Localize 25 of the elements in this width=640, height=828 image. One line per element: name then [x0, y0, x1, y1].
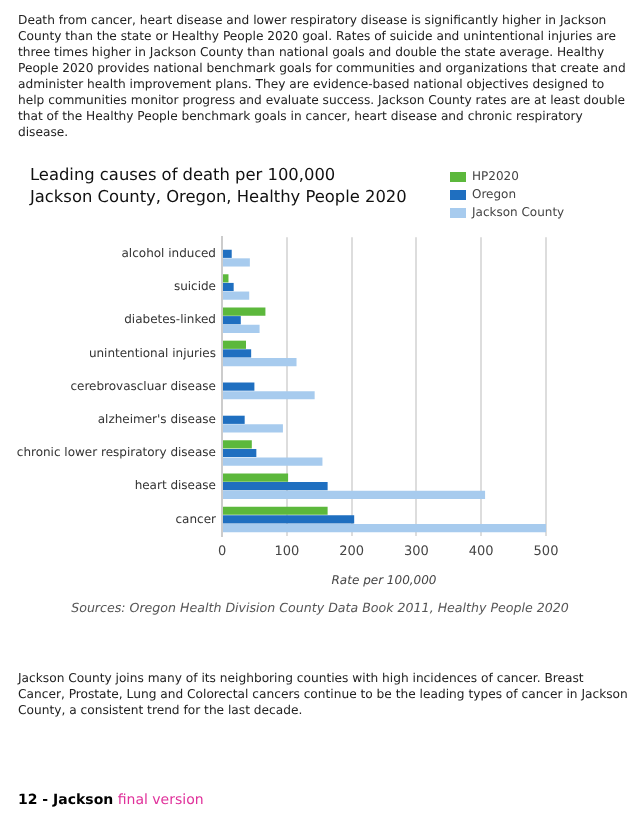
bar [223, 291, 250, 300]
bar [223, 340, 246, 349]
bar [223, 473, 289, 482]
bar [223, 307, 266, 316]
bar [223, 349, 252, 358]
bar [223, 523, 546, 533]
bar [223, 316, 241, 325]
bar [223, 490, 486, 499]
bar [223, 482, 328, 491]
bar [223, 382, 255, 391]
bar [223, 440, 252, 449]
bar [223, 258, 250, 267]
chart-subtitle: Jackson County, Oregon, Healthy People 2020 [30, 186, 407, 208]
bar [223, 457, 323, 466]
bar [223, 357, 297, 367]
bar [223, 391, 315, 400]
bar [223, 448, 257, 458]
bar [223, 324, 260, 333]
bar [223, 249, 232, 258]
bar [223, 506, 328, 515]
bar [223, 282, 234, 292]
chart-title: Leading causes of death per 100,000 [30, 164, 338, 186]
bar [223, 424, 283, 433]
bar [223, 415, 245, 424]
bar [223, 515, 355, 524]
